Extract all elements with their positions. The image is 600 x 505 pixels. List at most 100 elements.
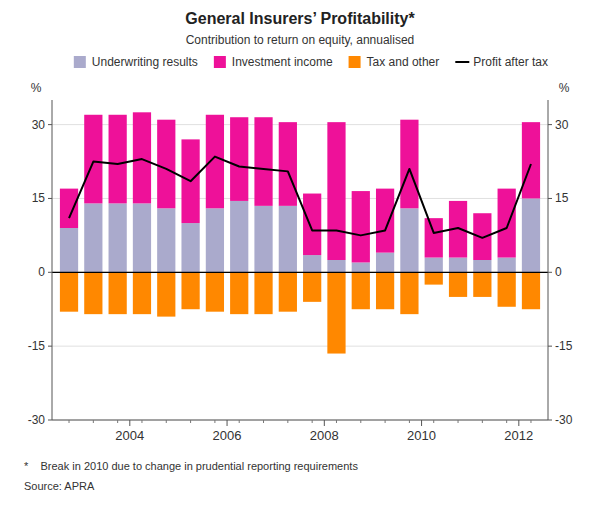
legend-label: Tax and other: [367, 55, 440, 69]
bar: [449, 258, 467, 273]
y-tick: [48, 272, 52, 273]
bar: [230, 201, 248, 272]
y2-tick: [548, 346, 552, 347]
bar-series: [60, 112, 540, 262]
bar-series: [60, 198, 540, 272]
bar: [498, 258, 516, 273]
bar: [303, 194, 321, 256]
bar: [376, 189, 394, 253]
x-tick: [129, 420, 130, 426]
bar: [157, 272, 175, 316]
x-minor-tick: [360, 420, 361, 423]
bar: [279, 206, 297, 272]
legend-label: Investment income: [232, 55, 333, 69]
y2-tick: [548, 198, 552, 199]
bar: [425, 258, 443, 273]
bar: [425, 272, 443, 284]
bar: [109, 115, 127, 204]
x-minor-tick: [482, 420, 483, 423]
bar: [327, 272, 345, 353]
y-tick-label: 30: [32, 118, 46, 132]
bar: [181, 272, 199, 309]
y-tick: [48, 420, 52, 421]
bar: [522, 122, 540, 198]
bar: [449, 272, 467, 297]
bar: [376, 272, 394, 309]
x-minor-tick: [141, 420, 142, 423]
bar: [181, 223, 199, 272]
bar: [84, 272, 102, 314]
legend: Underwriting results Investment income Tax…: [74, 55, 548, 69]
bar: [400, 272, 418, 314]
bar: [60, 189, 78, 228]
bar: [254, 272, 272, 314]
bar: [84, 115, 102, 204]
y2-axis-line: [548, 100, 549, 420]
line-layer: [69, 157, 531, 238]
bar: [206, 115, 224, 209]
x-tick: [227, 420, 228, 426]
bar: [60, 272, 78, 311]
bar: [84, 203, 102, 272]
x-minor-tick: [214, 420, 215, 423]
y-tick-label: -30: [28, 413, 46, 427]
x-tick-label: 2006: [213, 428, 242, 443]
grid-line: [52, 272, 548, 273]
chart: General Insurers’ Profitability*Contribu…: [0, 0, 600, 505]
bar: [352, 191, 370, 262]
legend-item: Profit after tax: [455, 55, 548, 69]
bar: [157, 120, 175, 209]
bar: [327, 122, 345, 260]
bar: [400, 120, 418, 209]
x-minor-tick: [287, 420, 288, 423]
legend-label: Underwriting results: [92, 55, 198, 69]
x-tick: [421, 420, 422, 426]
x-minor-tick: [409, 420, 410, 423]
x-minor-tick: [239, 420, 240, 423]
y-tick-label: 15: [32, 191, 46, 205]
y2-tick: [548, 420, 552, 421]
y2-tick-label: 30: [555, 118, 569, 132]
axes: -30-1501530-30-1501530%%2004200620082010…: [28, 81, 573, 443]
grid-line: [52, 346, 548, 347]
x-minor-tick: [506, 420, 507, 423]
y2-tick-label: 0: [555, 265, 562, 279]
bar: [230, 272, 248, 314]
y-tick: [48, 198, 52, 199]
bar: [279, 122, 297, 206]
y-tick-label: 0: [38, 265, 45, 279]
legend-label: Profit after tax: [473, 55, 548, 69]
zero-line: [52, 272, 548, 273]
bar: [206, 272, 224, 311]
y2-tick-label: -30: [555, 413, 573, 427]
bar: [157, 208, 175, 272]
y-tick-label: -15: [28, 339, 46, 353]
legend-item: Underwriting results: [74, 55, 198, 69]
legend-line: [455, 61, 469, 63]
x-minor-tick: [312, 420, 313, 423]
legend-item: Investment income: [214, 55, 333, 69]
bar: [376, 253, 394, 273]
x-tick: [324, 420, 325, 426]
legend-swatch: [214, 56, 226, 68]
x-minor-tick: [458, 420, 459, 423]
plot-area: [60, 112, 540, 353]
bar: [352, 272, 370, 309]
bar: [109, 272, 127, 314]
y-tick: [48, 346, 52, 347]
bar: [206, 208, 224, 272]
y2-tick: [548, 272, 552, 273]
y-axis-label: %: [31, 81, 42, 95]
legend-item: Tax and other: [349, 55, 440, 69]
bar: [352, 262, 370, 272]
y2-tick-label: -15: [555, 339, 573, 353]
bar: [230, 117, 248, 201]
bar: [327, 260, 345, 272]
bar: [303, 255, 321, 272]
legend-swatch: [349, 56, 361, 68]
bar: [254, 117, 272, 206]
x-minor-tick: [166, 420, 167, 423]
x-minor-tick: [433, 420, 434, 423]
bar: [133, 112, 151, 203]
bar: [522, 272, 540, 309]
